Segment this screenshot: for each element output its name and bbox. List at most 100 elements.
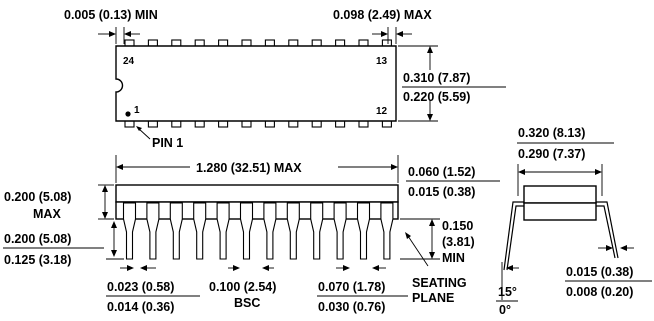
dim-span-max: 0.320 (8.13): [518, 126, 585, 140]
side-lead: [356, 202, 371, 260]
pin1-label: PIN 1: [152, 136, 183, 150]
side-lead: [169, 202, 183, 260]
angle-max: 15°: [498, 285, 517, 299]
top-pin-stub: [311, 39, 322, 47]
arrowhead-lw-right: [140, 265, 147, 271]
arrowhead-pitch-right: [262, 265, 269, 271]
pin1-leader-arrow: [136, 126, 142, 131]
side-lead: [286, 202, 300, 260]
arrowhead-sh-right: [372, 265, 379, 271]
seating-leader-arrow: [405, 232, 411, 239]
dim-thk-min: 0.008 (0.20): [566, 285, 633, 299]
arrowhead-lead-top-right: [396, 31, 403, 37]
dim-pitch-bsc: BSC: [234, 296, 260, 310]
side-lead: [146, 202, 160, 260]
top-pin-stub: [288, 39, 299, 47]
arrowhead-seat-bottom: [429, 252, 435, 259]
dim-seat-a: 0.150: [442, 219, 473, 233]
top-pin-stub: [147, 120, 158, 128]
side-lead: [216, 202, 230, 260]
arrowhead-span-left: [518, 169, 525, 175]
arrowhead-width-bottom: [427, 114, 433, 121]
dim-ext-min: 0.015 (0.38): [408, 185, 475, 199]
side-view: 1.280 (32.51) MAX 0.060 (1.52) 0.015 (0.…: [3, 155, 500, 314]
dim-height-max: MAX: [33, 207, 61, 221]
arrowhead-length-right: [391, 164, 398, 170]
dim-width-max: 0.310 (7.87): [403, 71, 470, 85]
arrowhead-lead-bottom: [111, 250, 117, 257]
arrowhead-lw-left: [127, 265, 134, 271]
side-lead: [239, 202, 254, 260]
side-lead: [122, 202, 137, 260]
top-pin-stub: [194, 39, 205, 47]
dim-seat-c: MIN: [442, 251, 465, 265]
top-view: 24 13 1 12 PIN 1 0.005 (0.13) MIN 0.098 …: [64, 8, 506, 150]
top-pin-stub: [147, 39, 158, 47]
dim-width-min: 0.220 (5.59): [403, 90, 470, 104]
arrowhead-seat-top: [429, 219, 435, 226]
dim-sh-min: 0.030 (0.76): [318, 300, 385, 314]
seating-label-b: PLANE: [412, 291, 454, 305]
arrowhead-height-top: [102, 185, 108, 192]
side-lead: [333, 202, 347, 260]
top-pin-stub: [335, 120, 346, 128]
top-pin-stub: [241, 120, 252, 128]
top-pin-stub: [218, 120, 229, 128]
top-pin-stub: [124, 120, 135, 128]
top-pin-stub: [381, 120, 392, 128]
dim-seat-b: (3.81): [442, 235, 475, 249]
top-pin-stub: [264, 39, 275, 47]
top-pin-stub: [381, 39, 392, 47]
dim-sh-max: 0.070 (1.78): [318, 280, 385, 294]
arrowhead-width-top: [427, 46, 433, 53]
pin-number-12: 12: [376, 106, 388, 117]
arrowhead-end-gap-right: [124, 31, 131, 37]
end-lead-left: [503, 201, 524, 271]
dim-height: 0.200 (5.08): [4, 190, 71, 204]
top-pin-stub: [264, 120, 275, 128]
arrowhead-thk-left: [606, 245, 613, 251]
dim-ext-max: 0.060 (1.52): [408, 165, 475, 179]
dim-pitch: 0.100 (2.54): [209, 280, 276, 294]
pin1-marker-dot: [125, 111, 131, 117]
top-pin-stub: [288, 120, 299, 128]
dim-span-min: 0.290 (7.37): [518, 147, 585, 161]
top-pin-stub: [194, 120, 205, 128]
seating-label-a: SEATING: [412, 276, 467, 290]
dim-end-gap: 0.005 (0.13) MIN: [64, 8, 158, 22]
top-pin-stub: [335, 39, 346, 47]
side-package-body-lower: [115, 201, 399, 220]
top-pin-stub: [171, 39, 182, 47]
side-lead: [380, 202, 394, 260]
dim-lw-min: 0.014 (0.36): [107, 300, 174, 314]
arrowhead-sh-left: [343, 265, 350, 271]
top-pins-upper: [124, 39, 392, 47]
pin-number-13: 13: [376, 56, 388, 67]
side-leads: [122, 202, 394, 260]
dim-lw-max: 0.023 (0.58): [107, 280, 174, 294]
pin-number-1: 1: [134, 105, 140, 116]
end-package-body-lower: [523, 202, 597, 221]
top-pin-stub: [171, 120, 182, 128]
top-pin-stub: [311, 120, 322, 128]
top-pin-stub: [358, 120, 369, 128]
side-lead: [263, 202, 277, 260]
top-pin-stub: [218, 39, 229, 47]
arrowhead-lead-top: [111, 221, 117, 228]
dim-lead-min: 0.125 (3.18): [4, 253, 71, 267]
dim-lead-top: 0.098 (2.49) MAX: [333, 8, 432, 22]
arrowhead-span-right: [595, 169, 602, 175]
end-lead-right: [596, 201, 619, 259]
side-package-body-upper: [115, 184, 399, 203]
top-pins-lower: [124, 120, 392, 128]
top-package-body: [115, 45, 397, 122]
side-lead: [310, 202, 324, 260]
angle-arrowhead: [506, 265, 513, 271]
arrowhead-thk-right: [620, 245, 627, 251]
dim-lead-max: 0.200 (5.08): [4, 232, 71, 246]
arrowhead-lead-top-left: [381, 31, 388, 37]
top-pin-stub: [124, 39, 135, 47]
top-pin-stub: [358, 39, 369, 47]
